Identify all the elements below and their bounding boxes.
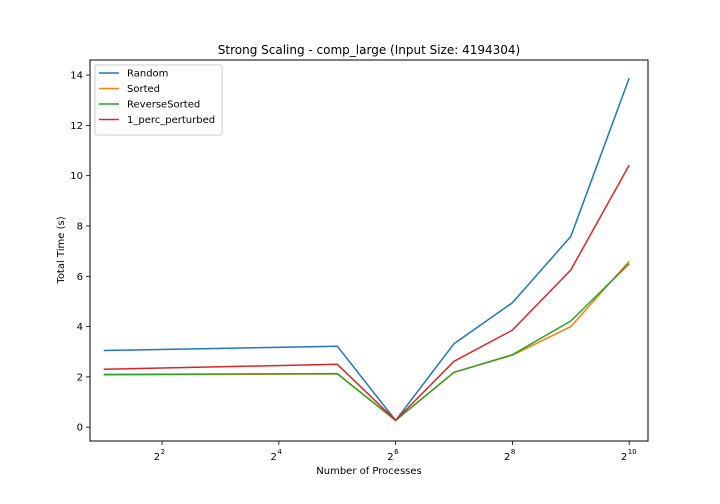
x-tick-label-exponent: 8 [511,448,515,456]
series-layer [103,77,630,422]
legend-label: Random [127,69,168,80]
y-tick-label: 4 [77,322,83,333]
series-line-0 [103,77,630,422]
x-tick-label: 2 10 [621,448,637,463]
chart-title: Strong Scaling - comp_large (Input Size:… [218,43,520,57]
y-axis-label: Total Time (s) [56,216,67,284]
legend-label: 1_perc_perturbed [127,115,215,126]
series-line-3 [103,164,630,422]
x-tick-label-exponent: 6 [394,448,399,456]
y-axis-ticks: 0 2 4 6 8 10 12 14 [70,71,90,434]
legend-label: Sorted [127,84,160,95]
legend: Random Sorted ReverseSorted 1_perc_perturbe… [94,64,223,136]
legend-label: ReverseSorted [127,100,200,111]
x-tick-label-base: 2 [621,452,627,463]
x-tick-label-base: 2 [154,452,160,463]
y-tick-label: 10 [70,171,83,182]
y-tick-label: 0 [77,423,83,434]
series-line-2 [103,263,630,422]
x-tick-label-base: 2 [387,452,393,463]
y-tick-label: 2 [77,372,83,383]
x-axis-label: Number of Processes [316,466,421,477]
x-tick-label-exponent: 10 [628,448,637,456]
y-tick-label: 12 [70,121,83,132]
y-tick-label: 8 [77,221,83,232]
plot-frame [89,59,649,442]
x-tick-label-base: 2 [270,452,276,463]
x-tick-label-exponent: 4 [277,448,282,456]
y-tick-label: 14 [70,71,83,82]
legend-box [94,64,223,136]
y-tick-label: 6 [77,272,83,283]
x-axis-ticks: 2 2 2 4 2 6 2 8 2 10 [154,441,637,463]
x-tick-label-exponent: 2 [161,448,165,456]
x-tick-label-base: 2 [504,452,510,463]
